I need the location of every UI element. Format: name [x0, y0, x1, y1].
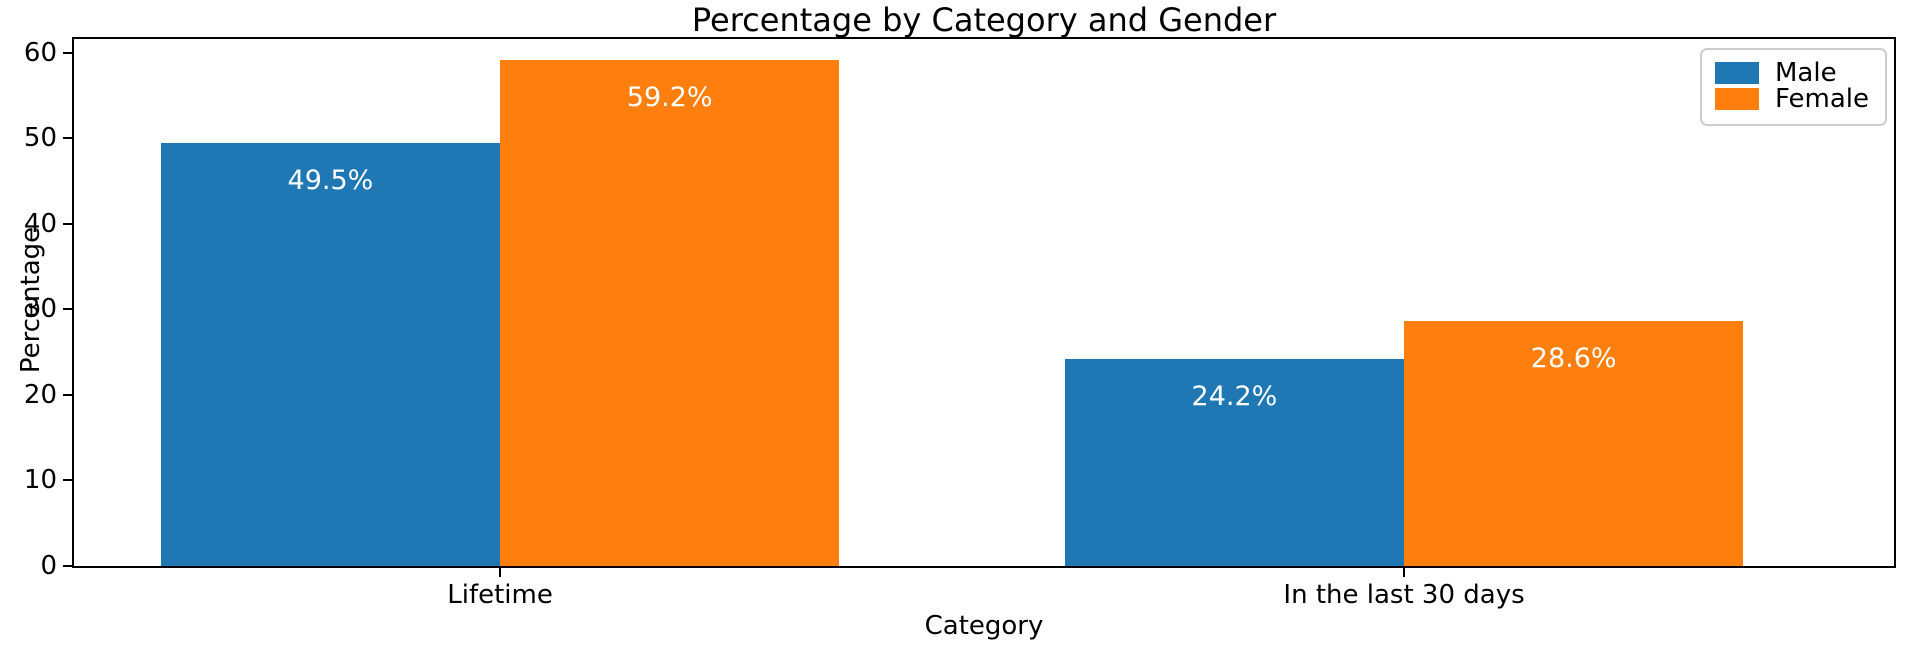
- plot-area: 49.5% 59.2% 24.2% 28.6% 0 10 20 30 40 50 60 Lifet…: [24, 37, 1896, 609]
- y-tick-label-30: 30: [23, 294, 57, 325]
- y-axis-label: Percentage: [16, 226, 46, 374]
- bar-value-label: 59.2%: [626, 81, 713, 113]
- x-tick-label-lifetime: Lifetime: [447, 580, 553, 610]
- legend-label-female: Female: [1774, 84, 1869, 114]
- bar-male-lifetime: 49.5%: [160, 142, 501, 566]
- y-tick-label-60: 60: [23, 37, 57, 68]
- x-axis-label: Category: [924, 611, 1044, 641]
- y-tick-mark: [63, 393, 72, 396]
- y-tick-label-10: 10: [23, 465, 57, 496]
- y-tick-mark: [63, 51, 72, 54]
- bar-value-label: 24.2%: [1191, 380, 1278, 412]
- y-tick-label-20: 20: [23, 379, 57, 410]
- legend-items: Male Female: [1714, 58, 1869, 114]
- bar-female-lifetime: 59.2%: [500, 59, 840, 566]
- legend: Male Female: [1699, 48, 1887, 126]
- bar-male-in-the-last-30-days: 24.2%: [1064, 358, 1405, 566]
- legend-label-male: Male: [1774, 58, 1837, 88]
- y-tick-label-0: 0: [40, 551, 57, 581]
- y-tick-label-40: 40: [23, 208, 57, 239]
- x-tick-label-in-the-last-30-days: In the last 30 days: [1283, 580, 1525, 610]
- y-tick-mark: [63, 222, 72, 225]
- y-tick-mark: [63, 308, 72, 311]
- chart-title: Percentage by Category and Gender: [691, 1, 1277, 39]
- y-tick-mark: [63, 137, 72, 140]
- legend-swatch-female: [1714, 88, 1759, 110]
- x-tick-mark: [499, 568, 502, 577]
- bar-female-in-the-last-30-days: 28.6%: [1404, 321, 1744, 566]
- legend-item-male: Male: [1714, 58, 1869, 88]
- y-tick-mark: [63, 565, 72, 567]
- legend-item-female: Female: [1714, 84, 1869, 114]
- y-tick-mark: [63, 479, 72, 482]
- legend-swatch-male: [1714, 62, 1759, 84]
- bar-value-label: 49.5%: [287, 164, 374, 196]
- x-tick-mark: [1403, 568, 1406, 577]
- y-tick-label-50: 50: [23, 123, 57, 154]
- bar-value-label: 28.6%: [1530, 343, 1617, 375]
